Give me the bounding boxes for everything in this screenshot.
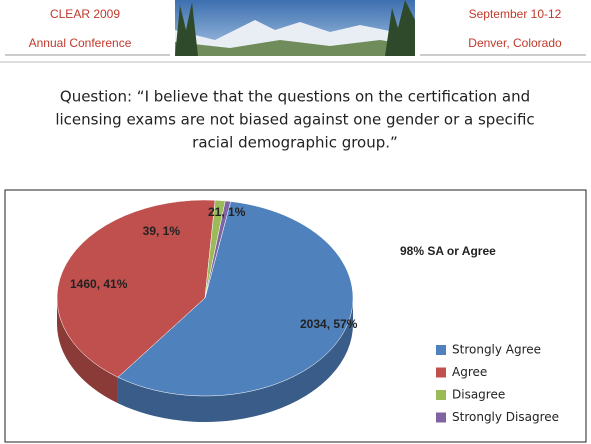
- legend-swatch: [436, 412, 446, 423]
- header: CLEAR 2009 Annual Conference September 1…: [0, 0, 591, 63]
- legend-swatch: [436, 345, 446, 355]
- data-label: 1460, 41%: [70, 277, 128, 291]
- header-left-2: Annual Conference: [29, 36, 132, 50]
- header-right-1: September 10-12: [469, 7, 562, 21]
- data-label: 39, 1%: [143, 224, 181, 238]
- legend-swatch: [436, 390, 446, 400]
- slice: [56, 199, 216, 378]
- header-right-2: Denver, Colorado: [468, 36, 562, 50]
- legend-label: Agree: [452, 365, 487, 379]
- slice: [117, 201, 354, 397]
- question-line: racial demographic group.”: [192, 134, 398, 152]
- question-line: Question: “I believe that the questions …: [60, 88, 530, 106]
- question-line: licensing exams are not biased against o…: [55, 111, 534, 129]
- slice-side: [117, 298, 353, 422]
- slice-side: [57, 298, 118, 404]
- slice: [204, 200, 232, 299]
- annotation: 98% SA or Agree: [400, 244, 496, 258]
- header-left-1: CLEAR 2009: [50, 7, 120, 21]
- legend-label: Strongly Disagree: [452, 410, 559, 424]
- legend-label: Disagree: [452, 388, 505, 402]
- legend-label: Strongly Agree: [452, 343, 541, 357]
- data-label: 2034, 57%: [300, 317, 358, 331]
- header-image: [175, 0, 415, 56]
- legend-swatch: [436, 367, 446, 378]
- chart-frame: [4, 189, 587, 443]
- data-label: 21, 1%: [208, 205, 246, 219]
